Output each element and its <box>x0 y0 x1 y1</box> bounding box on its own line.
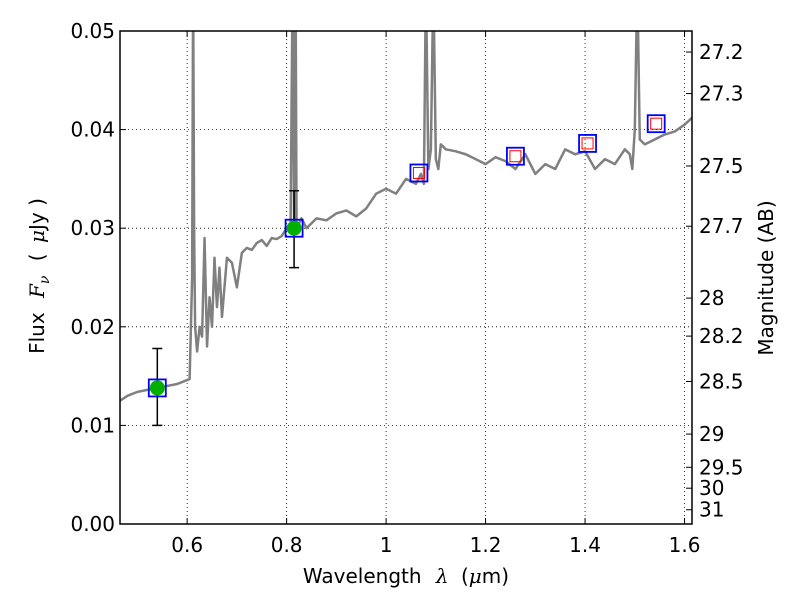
spectrum-series <box>120 31 692 402</box>
photometry-markers <box>147 114 666 427</box>
magnitude-tick-label: 29.5 <box>699 455 744 479</box>
detected-point <box>284 189 304 269</box>
plot-frame <box>119 30 693 525</box>
y-tick-label: 0.02 <box>70 315 115 339</box>
model-inner-marker <box>650 117 663 130</box>
model-box-marker <box>409 163 429 183</box>
x-axis-label-unit-open: ( <box>461 564 469 588</box>
model-box-marker <box>646 114 666 134</box>
x-axis-label: Wavelength λ (μm) <box>303 564 509 588</box>
model-point <box>646 114 666 134</box>
x-tick-label: 0.8 <box>271 533 303 557</box>
detected-point-marker <box>286 220 302 236</box>
model-box-marker <box>147 378 167 398</box>
model-box-marker <box>284 218 304 238</box>
y-axis-label: Flux Fν ( μJy ) <box>25 198 54 354</box>
y-axis-label-prefix: Flux <box>25 312 49 354</box>
magnitude-tick-label: 28.2 <box>699 324 744 348</box>
magnitude-tick-label: 27.7 <box>699 214 744 238</box>
y-tick-label: 0.01 <box>70 413 115 437</box>
magnitude-tick-label: 27.3 <box>699 82 744 106</box>
y-axis-label-sub: ν <box>37 275 53 284</box>
model-inner-marker <box>581 137 594 150</box>
x-tick-label: 0.6 <box>171 533 203 557</box>
y-tick-label: 0.00 <box>70 512 115 536</box>
y-axis-label-unit-mu: μ <box>25 230 49 243</box>
magnitude-tick-label: 31 <box>699 498 724 522</box>
y-axis-label-unit-open: ( <box>25 253 49 261</box>
spectrum-line <box>120 31 692 402</box>
x-axis-label-symbol: λ <box>435 564 449 588</box>
magnitude-tick-label: 27.5 <box>699 154 744 178</box>
magnitude-tick-label: 30 <box>699 476 724 500</box>
x-axis-label-prefix: Wavelength <box>303 564 422 588</box>
x-tick-label: 1.2 <box>470 533 502 557</box>
detected-point-marker <box>149 380 165 396</box>
y-tick-label: 0.05 <box>70 19 115 43</box>
secondary-y-axis-label: Magnitude (AB) <box>754 200 778 355</box>
model-point <box>409 163 429 183</box>
detected-point <box>147 347 167 427</box>
model-box-marker <box>578 134 597 153</box>
model-inner-marker <box>412 166 425 179</box>
x-axis-ticks: 0.6 0.8 1 1.2 1.4 1.6 <box>171 31 700 557</box>
model-box-marker <box>506 146 525 166</box>
x-axis-label-unit-mu: μ <box>469 564 482 588</box>
x-axis-label-unit-rest: m) <box>482 564 509 588</box>
y-axis-ticks: 0.00 0.01 0.02 0.03 0.04 0.05 <box>70 19 126 536</box>
model-inner-marker <box>509 150 522 163</box>
y-axis-label-symbol: F <box>25 283 49 299</box>
magnitude-tick-label: 27.2 <box>699 40 744 64</box>
magnitude-tick-label: 29 <box>699 422 724 446</box>
y-tick-label: 0.04 <box>70 118 115 142</box>
x-tick-label: 1.6 <box>669 533 701 557</box>
model-point <box>578 134 597 153</box>
model-point <box>506 146 525 166</box>
x-tick-label: 1 <box>380 533 393 557</box>
magnitude-tick-label: 28 <box>699 286 724 310</box>
y-axis-label-unit-rest: Jy ) <box>25 198 49 232</box>
y-tick-label: 0.03 <box>70 216 115 240</box>
magnitude-tick-label: 28.5 <box>699 369 744 393</box>
x-tick-label: 1.4 <box>569 533 601 557</box>
